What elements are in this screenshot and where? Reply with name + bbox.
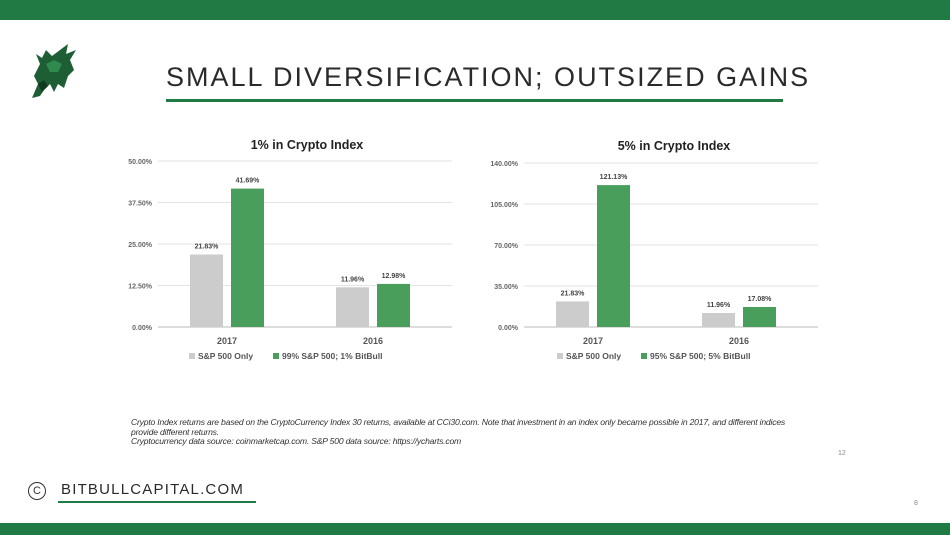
chart-1-bar — [743, 306, 776, 327]
brand-link[interactable]: BITBULLCAPITAL.COM — [61, 481, 245, 498]
chart-0-legend-swatch — [189, 353, 195, 359]
chart-0-ytick-label: 12.50% — [128, 284, 153, 291]
chart-1-data-label: 17.08% — [748, 296, 773, 303]
chart-0-category-label: 2016 — [363, 336, 383, 346]
chart-0-data-label: 12.98% — [382, 273, 407, 280]
chart-0-ytick-label: 50.00% — [128, 159, 153, 166]
chart-1-title: 5% in Crypto Index — [618, 139, 731, 153]
chart-0-data-label: 41.69% — [236, 178, 261, 185]
chart-1-ytick-label: 140.00% — [490, 161, 518, 168]
chart-0-ytick-label: 0.00% — [132, 325, 153, 332]
chart-0-data-label: 11.96% — [341, 276, 365, 283]
copyright-icon: C — [28, 482, 46, 500]
chart-1-legend-label: 95% S&P 500; 5% BitBull — [650, 351, 750, 361]
chart-0-data-label: 21.83% — [195, 244, 220, 251]
chart-1-legend-swatch — [641, 353, 647, 359]
chart-1-ytick-label: 35.00% — [494, 284, 519, 291]
chart-0-bar — [231, 188, 264, 327]
chart-1-legend-label: S&P 500 Only — [566, 351, 621, 361]
chart-0-legend-swatch — [273, 353, 279, 359]
top-band — [0, 0, 950, 20]
chart-1-ytick-label: 70.00% — [494, 243, 519, 250]
chart-1-data-label: 11.96% — [707, 302, 731, 309]
chart-1-bar — [702, 312, 735, 327]
chart-0-ytick-label: 37.50% — [128, 201, 153, 208]
chart-1-data-label: 121.13% — [600, 174, 628, 181]
page-number: 8 — [914, 500, 918, 507]
chart-1-ytick-label: 0.00% — [498, 325, 519, 332]
chart-1-legend-swatch — [557, 353, 563, 359]
chart-0-ytick-label: 25.00% — [128, 242, 153, 249]
chart-1-category-label: 2017 — [583, 336, 603, 346]
chart-0-legend-label: 99% S&P 500; 1% BitBull — [282, 351, 382, 361]
footnote-line-2: Cryptocurrency data source: coinmarketca… — [131, 436, 462, 446]
chart-1-ytick-label: 105.00% — [490, 202, 518, 209]
chart-0-legend-label: S&P 500 Only — [198, 351, 253, 361]
footnote-line-1: Crypto Index returns are based on the Cr… — [131, 417, 785, 437]
chart-0-bar — [190, 254, 223, 327]
chart-0-bar — [336, 287, 369, 327]
brand-underline — [58, 501, 256, 503]
title-underline — [166, 99, 783, 102]
chart-1-bar — [556, 301, 589, 327]
chart-1-category-label: 2016 — [729, 336, 749, 346]
chart-0-title: 1% in Crypto Index — [251, 138, 364, 152]
chart-0-category-label: 2017 — [217, 336, 237, 346]
chart-1-bar — [597, 185, 630, 327]
footnote: Crypto Index returns are based on the Cr… — [131, 417, 811, 447]
bull-icon — [32, 44, 76, 98]
chart-0-bar — [377, 283, 410, 327]
bottom-band — [0, 523, 950, 535]
slide-title: SMALL DIVERSIFICATION; OUTSIZED GAINS — [166, 62, 811, 92]
chart-1-data-label: 21.83% — [561, 290, 586, 297]
inner-page-number: 12 — [838, 450, 846, 457]
